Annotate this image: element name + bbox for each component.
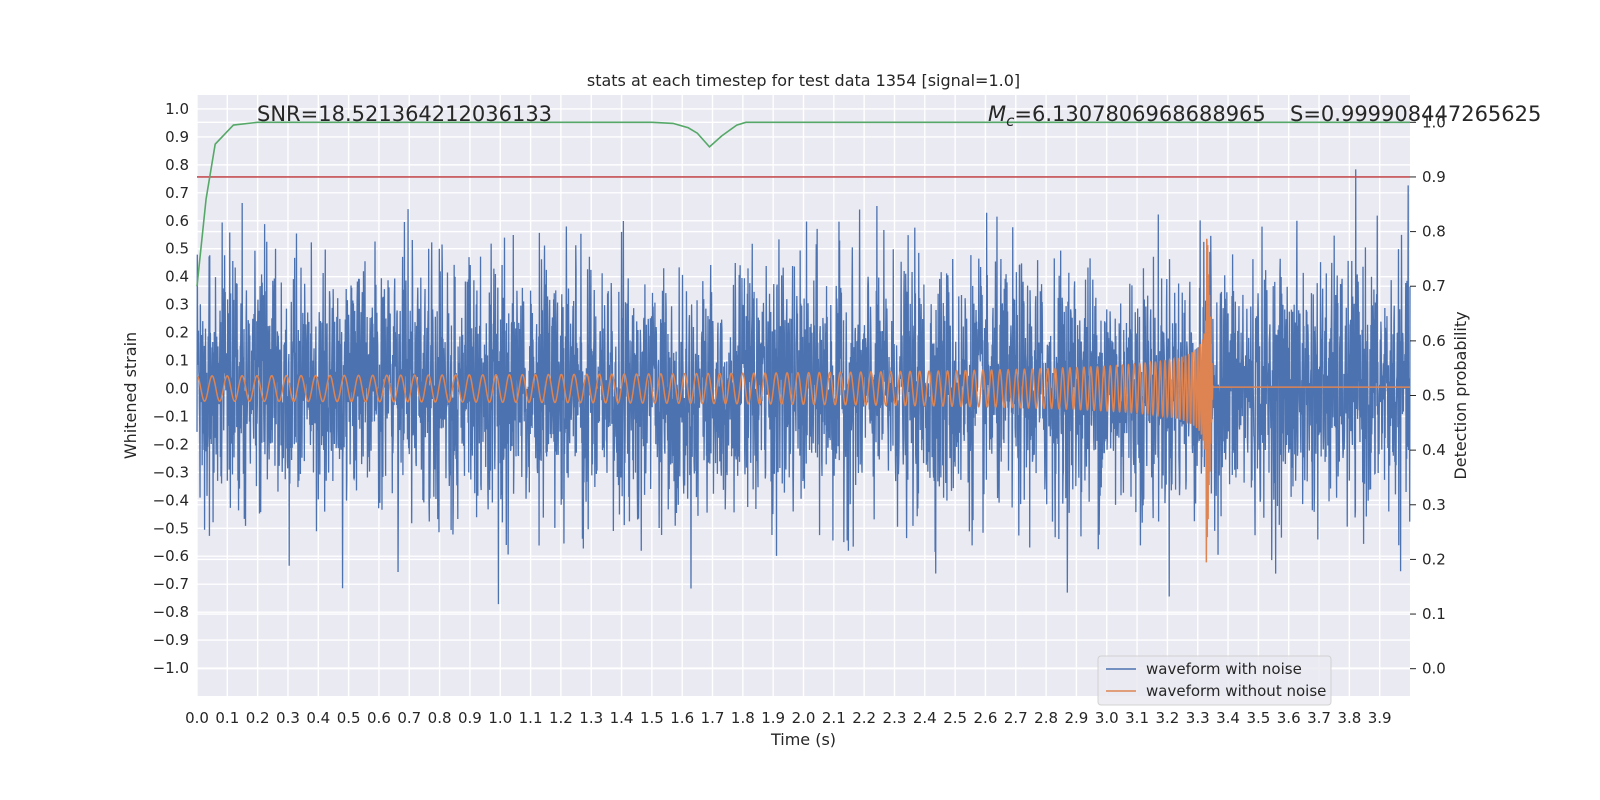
y-tick-label: 0.9: [165, 128, 189, 146]
y-tick-label: −0.6: [153, 547, 189, 565]
chirp-mass-symbol: M: [988, 102, 1006, 126]
y-tick-label: −0.8: [153, 603, 189, 621]
y-right-tick-label: 0.9: [1422, 168, 1446, 186]
legend-label-noise: waveform with noise: [1146, 660, 1302, 678]
y-tick-label: 0.3: [165, 296, 189, 314]
x-tick-label: 1.0: [488, 709, 512, 727]
x-tick-label: 3.5: [1246, 709, 1270, 727]
x-tick-label: 0.0: [185, 709, 209, 727]
y-tick-label: 0.1: [165, 352, 189, 370]
y-axis-label: Whitened strain: [121, 332, 140, 459]
y-right-tick-label: 0.4: [1422, 441, 1446, 459]
y-right-tick-label: 0.1: [1422, 605, 1446, 623]
x-tick-label: 1.2: [549, 709, 573, 727]
y-tick-label: 0.5: [165, 240, 189, 258]
y-right-tick-label: 0.6: [1422, 332, 1446, 350]
x-tick-label: 3.3: [1186, 709, 1210, 727]
legend: waveform with noise waveform without noi…: [1097, 655, 1332, 706]
y-right-axis-ticks: 0.0 0.1 0.2 0.3 0.4 0.5 0.6 0.7 0.8 0.9 1.0: [1410, 113, 1446, 678]
x-tick-label: 2.2: [852, 709, 876, 727]
x-tick-label: 1.5: [640, 709, 664, 727]
y-tick-label: −0.9: [153, 631, 189, 649]
y-right-tick-label: 0.3: [1422, 496, 1446, 514]
x-tick-label: 0.2: [246, 709, 270, 727]
y-tick-label: 0.6: [165, 212, 189, 230]
y-tick-label: −0.2: [153, 435, 189, 453]
x-tick-label: 1.7: [701, 709, 725, 727]
x-tick-label: 3.8: [1337, 709, 1361, 727]
x-tick-label: 2.5: [943, 709, 967, 727]
x-tick-label: 0.8: [428, 709, 452, 727]
y-tick-label: −1.0: [153, 659, 189, 677]
y-tick-label: 0.0: [165, 380, 189, 398]
x-tick-label: 2.9: [1064, 709, 1088, 727]
legend-label-clean: waveform without noise: [1146, 682, 1326, 700]
x-tick-label: 1.1: [519, 709, 543, 727]
x-tick-label: 2.3: [883, 709, 907, 727]
detection-probability-line: [196, 121, 1410, 287]
y-right-axis-label: Detection probability: [1451, 311, 1470, 479]
x-tick-label: 1.6: [670, 709, 694, 727]
x-tick-label: 3.0: [1095, 709, 1119, 727]
x-tick-label: 2.4: [913, 709, 937, 727]
x-tick-label: 3.7: [1307, 709, 1331, 727]
chirp-mass-subscript: c: [1006, 112, 1015, 130]
x-tick-label: 2.1: [822, 709, 846, 727]
x-tick-label: 1.9: [761, 709, 785, 727]
x-tick-label: 0.5: [337, 709, 361, 727]
y-right-tick-label: 0.0: [1422, 660, 1446, 678]
y-tick-label: 1.0: [165, 100, 189, 118]
traces: [196, 121, 1411, 605]
x-tick-label: 2.6: [974, 709, 998, 727]
x-tick-label: 3.6: [1277, 709, 1301, 727]
y-right-tick-label: 0.8: [1422, 223, 1446, 241]
y-right-tick-label: 1.0: [1422, 113, 1446, 131]
y-right-tick-label: 0.2: [1422, 550, 1446, 568]
chirp-mass-annotation: Mc=6.1307806968688965: [988, 102, 1266, 130]
y-tick-label: 0.7: [165, 184, 189, 202]
legend-box: [1097, 655, 1332, 706]
waveform-without-noise-line: [196, 238, 1410, 563]
x-axis-label: Time (s): [770, 730, 836, 749]
chart-title: stats at each timestep for test data 135…: [587, 71, 1020, 90]
x-tick-label: 1.4: [610, 709, 634, 727]
x-tick-label: 0.6: [367, 709, 391, 727]
y-axis-ticks: −1.0 −0.9 −0.8 −0.7 −0.6 −0.5 −0.4 −0.3 −0.2 −0.1…: [153, 100, 189, 677]
y-tick-label: −0.5: [153, 519, 189, 537]
x-tick-label: 0.3: [276, 709, 300, 727]
x-tick-label: 2.0: [792, 709, 816, 727]
x-tick-label: 0.7: [397, 709, 421, 727]
y-tick-label: −0.7: [153, 575, 189, 593]
x-tick-label: 0.4: [306, 709, 330, 727]
x-tick-label: 0.1: [215, 709, 239, 727]
snr-annotation: SNR=18.521364212036133: [257, 102, 552, 126]
y-right-tick-label: 0.7: [1422, 277, 1446, 295]
y-tick-label: 0.8: [165, 156, 189, 174]
x-tick-label: 0.9: [458, 709, 482, 727]
y-right-tick-label: 0.5: [1422, 387, 1446, 405]
x-tick-label: 3.4: [1216, 709, 1240, 727]
y-tick-label: −0.1: [153, 407, 189, 425]
y-tick-label: −0.4: [153, 491, 189, 509]
x-tick-label: 3.1: [1125, 709, 1149, 727]
chirp-mass-value: =6.1307806968688965: [1014, 102, 1265, 126]
x-tick-label: 3.2: [1155, 709, 1179, 727]
x-tick-label: 2.8: [1034, 709, 1058, 727]
x-tick-label: 2.7: [1004, 709, 1028, 727]
score-annotation: S=0.999908447265625: [1290, 102, 1541, 126]
y-tick-label: 0.4: [165, 268, 189, 286]
x-tick-label: 3.9: [1368, 709, 1392, 727]
y-tick-label: 0.2: [165, 324, 189, 342]
y-tick-label: −0.3: [153, 463, 189, 481]
x-tick-label: 1.3: [579, 709, 603, 727]
x-tick-label: 1.8: [731, 709, 755, 727]
x-axis-ticks: 0.0 0.1 0.2 0.3 0.4 0.5 0.6 0.7 0.8 0.9 1.0 1.1 1.2 1…: [185, 709, 1392, 727]
